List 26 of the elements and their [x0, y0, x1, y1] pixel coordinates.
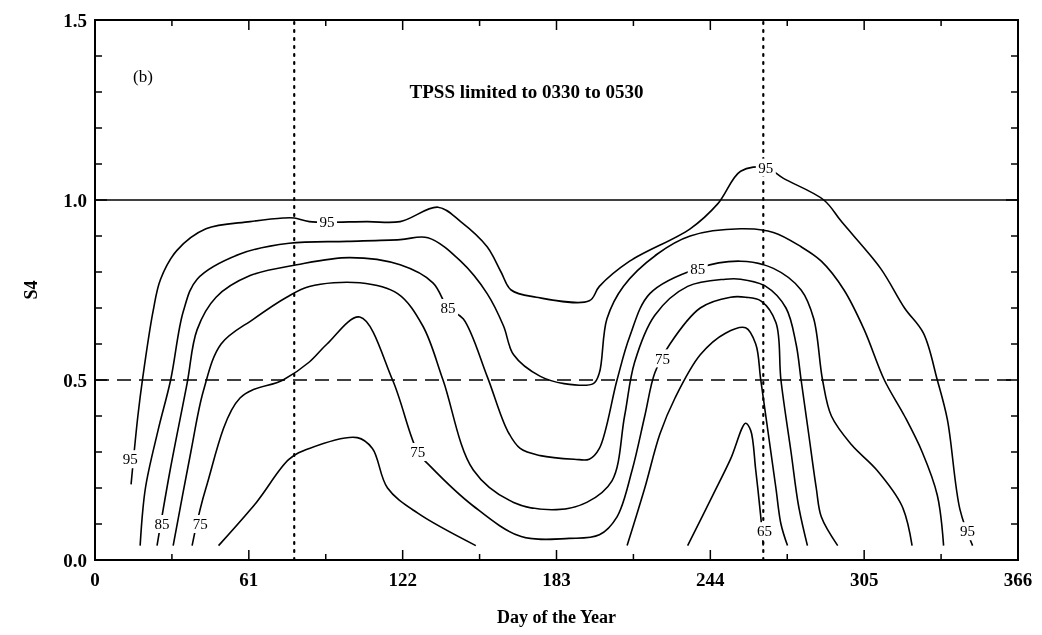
x-tick-label: 305 [849, 569, 879, 590]
x-tick-label: 244 [696, 569, 726, 590]
annotation: 85 [440, 300, 456, 317]
y-tick-label: 0.5 [63, 369, 87, 391]
annotation: TPSS limited to 0330 to 0530 [409, 81, 644, 102]
annotation: 65 [757, 523, 773, 540]
annotation: 95 [758, 159, 774, 176]
annotation: 75 [410, 444, 426, 461]
y-tick-label: 1.5 [63, 9, 87, 31]
x-tick-label: 366 [1003, 569, 1033, 590]
annotation: 75 [654, 350, 670, 367]
y-tick-label: 1.0 [63, 189, 87, 211]
x-axis-title: Day of the Year [497, 607, 616, 627]
x-tick-label: 183 [542, 569, 571, 590]
x-tick-label: 0 [90, 569, 100, 590]
annotation: 85 [690, 260, 706, 277]
annotation: 75 [192, 516, 208, 533]
annotation: 95 [122, 451, 138, 468]
y-axis-title: S4 [21, 280, 41, 300]
annotation: (b) [133, 67, 153, 86]
annotation: 85 [154, 516, 170, 533]
annotation: 95 [960, 523, 976, 540]
x-tick-label: 61 [239, 569, 259, 590]
y-tick-label: 0.0 [63, 549, 87, 571]
annotation: 95 [319, 213, 335, 230]
x-tick-label: 122 [388, 569, 417, 590]
